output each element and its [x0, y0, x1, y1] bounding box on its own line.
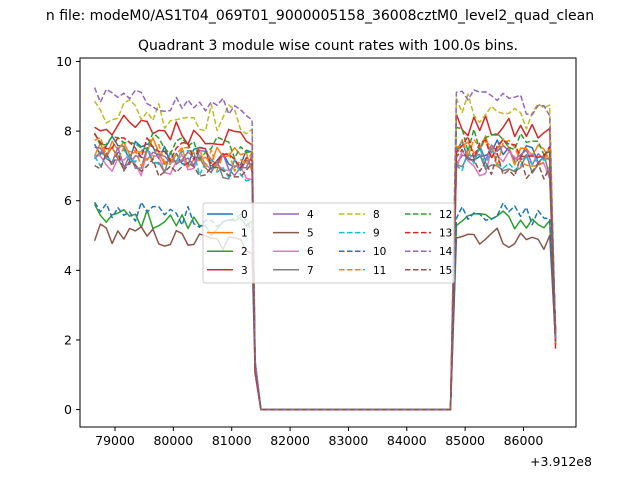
legend-label-13: 13: [439, 228, 452, 240]
legend-label-2: 2: [241, 246, 248, 258]
x-axis: 79000 80000 81000 82000 83000 84000 85000 86000: [95, 427, 543, 448]
x-tick-label: 84000: [387, 433, 427, 448]
legend-label-0: 0: [241, 209, 248, 221]
y-tick-label: 10: [56, 54, 72, 69]
plot-frame: [79, 57, 577, 428]
legend-label-6: 6: [307, 246, 314, 258]
chart-title: Quadrant 3 module wise count rates with …: [138, 38, 518, 54]
y-tick-label: 6: [64, 193, 72, 208]
y-tick-label: 2: [64, 332, 72, 347]
legend-box: [202, 202, 455, 284]
legend-label-5: 5: [307, 228, 314, 240]
y-axis: 0 2 4 6 8 10: [56, 54, 80, 417]
series-layer: [93, 87, 557, 411]
x-tick-label: 86000: [504, 433, 544, 448]
legend-label-7: 7: [307, 265, 314, 277]
legend-label-12: 12: [439, 209, 452, 221]
x-tick-label: 80000: [153, 433, 193, 448]
x-offset-label: +3.912e8: [530, 454, 592, 469]
figure-title: n file: modeM0/AS1T04_069T01_9000005158_…: [46, 8, 594, 24]
legend-label-4: 4: [307, 209, 314, 221]
y-tick-label: 8: [64, 124, 72, 139]
legend-label-15: 15: [439, 265, 452, 277]
y-tick-label: 4: [64, 263, 72, 278]
x-tick-label: 81000: [212, 433, 252, 448]
legend-label-1: 1: [241, 228, 248, 240]
series-line-14: [93, 87, 557, 411]
legend-label-3: 3: [241, 265, 248, 277]
legend-label-9: 9: [373, 228, 380, 240]
x-tick-label: 85000: [445, 433, 485, 448]
x-tick-label: 82000: [270, 433, 310, 448]
legend-label-11: 11: [373, 265, 386, 277]
legend-label-14: 14: [439, 246, 453, 258]
x-tick-label: 83000: [329, 433, 369, 448]
series-line-15: [94, 148, 557, 411]
x-tick-label: 79000: [95, 433, 135, 448]
y-tick-label: 0: [64, 402, 72, 417]
legend-label-8: 8: [373, 209, 380, 221]
legend-label-10: 10: [373, 246, 386, 258]
